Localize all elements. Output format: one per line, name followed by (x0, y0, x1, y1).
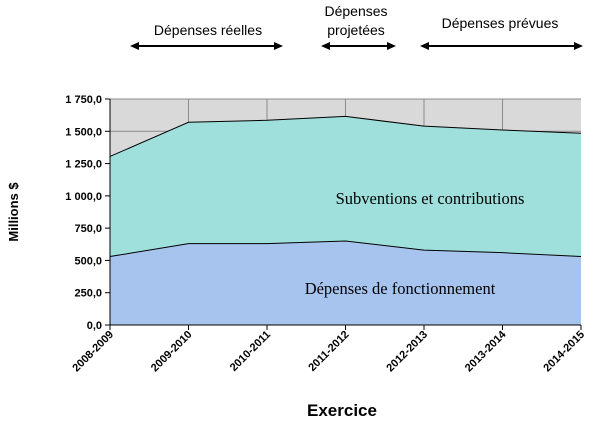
period-arrowhead-right-2 (574, 42, 583, 50)
period-arrowhead-left-0 (130, 42, 139, 50)
y-axis-title: Millions $ (6, 182, 21, 242)
period-label-0: Dépenses réelles (154, 22, 262, 38)
line-subventions (109, 115, 582, 157)
y-tick-label-7: 1 750,0 (65, 94, 102, 106)
x-tick-label-3: 2011-2012 (306, 329, 351, 374)
area-fonctionnement (110, 241, 581, 325)
period-label-1-line-1: projetées (327, 22, 385, 38)
period-arrowhead-left-1 (321, 42, 330, 50)
series-label-fonctionnement: Dépenses de fonctionnement (305, 279, 496, 298)
period-label-1-line-0: Dépenses (324, 3, 387, 19)
series-label-subventions: Subventions et contributions (336, 189, 525, 208)
y-tick-label-4: 1 000,0 (65, 191, 102, 203)
x-tick-label-0: 2008-2009 (70, 329, 116, 375)
x-tick-label-1: 2009-2010 (149, 329, 195, 375)
period-arrowhead-right-1 (387, 42, 396, 50)
y-tick-label-5: 1 250,0 (65, 159, 102, 171)
y-tick-label-6: 1 500,0 (65, 126, 102, 138)
period-label-2: Dépenses prévues (442, 15, 559, 31)
x-tick-label-6: 2014-2015 (541, 329, 587, 375)
line-fonctionnement (109, 240, 582, 258)
x-tick-label-4: 2012-2013 (384, 329, 430, 375)
period-arrowhead-right-0 (274, 42, 283, 50)
y-tick-label-0: 0,0 (87, 320, 102, 332)
area-subventions (110, 116, 581, 257)
x-axis-title: Exercice (307, 401, 377, 420)
period-arrowhead-left-2 (420, 42, 429, 50)
x-tick-label-2: 2010-2011 (228, 329, 273, 374)
y-tick-label-1: 250,0 (74, 288, 102, 300)
y-tick-label-3: 750,0 (74, 223, 102, 235)
y-tick-label-2: 500,0 (74, 255, 102, 267)
x-tick-label-5: 2013-2014 (463, 328, 509, 374)
